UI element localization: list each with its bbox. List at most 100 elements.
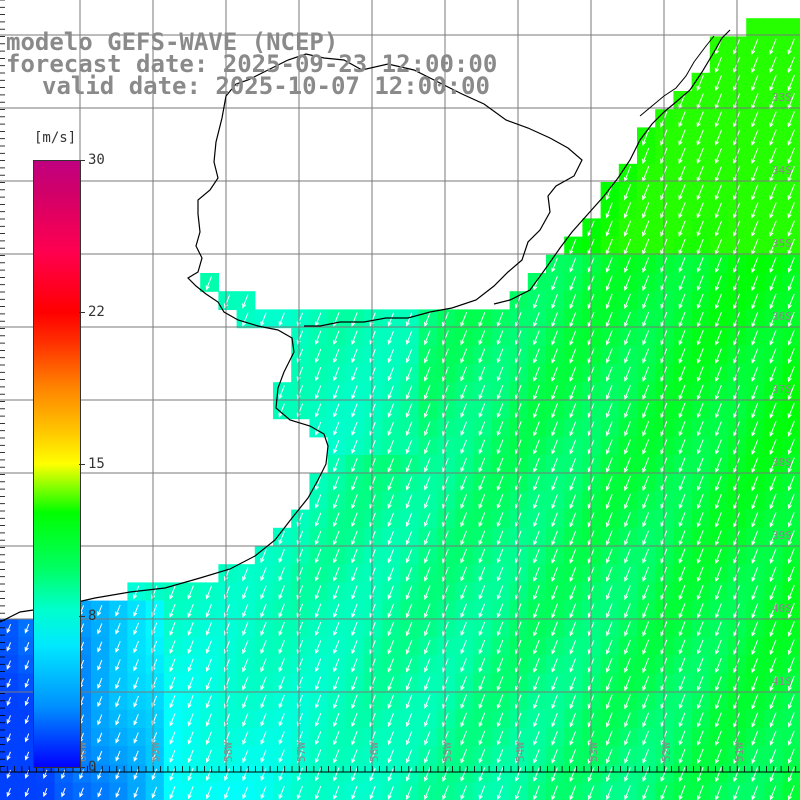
wind-vector-arrow <box>678 712 686 728</box>
wind-vector-arrow <box>460 730 467 746</box>
wind-vector-arrow <box>533 348 540 364</box>
wind-vector-arrow <box>642 621 650 637</box>
wind-vector-arrow <box>533 330 540 346</box>
wind-vector-arrow <box>569 548 577 564</box>
latitude-label: 39S <box>772 529 792 542</box>
wind-vector-arrow <box>405 639 413 655</box>
wind-vector-arrow <box>496 330 504 346</box>
wind-vector-arrow <box>678 220 686 237</box>
wind-speed-field <box>0 18 800 800</box>
wind-vector-arrow <box>278 549 285 564</box>
wind-vector-arrow <box>715 621 722 637</box>
wind-vector-arrow <box>678 439 686 455</box>
wind-vector-arrow <box>606 785 613 800</box>
wind-vector-arrow <box>115 787 121 798</box>
wind-vector-arrow <box>533 512 540 528</box>
wind-vector-arrow <box>405 439 413 455</box>
wind-vector-arrow <box>424 330 431 346</box>
longitude-label: 58W <box>222 742 235 762</box>
wind-vector-arrow <box>333 622 340 636</box>
wind-vector-arrow <box>642 147 650 164</box>
wind-vector-arrow <box>496 475 504 491</box>
wind-vector-arrow <box>624 657 631 673</box>
wind-vector-arrow <box>278 585 285 600</box>
wind-vector-arrow <box>205 713 212 727</box>
wind-vector-arrow <box>751 475 759 492</box>
wind-vector-arrow <box>424 530 431 546</box>
wind-vector-arrow <box>733 767 741 783</box>
wind-vector-arrow <box>696 658 704 673</box>
wind-vector-arrow <box>642 694 649 710</box>
wind-vector-arrow <box>205 603 212 618</box>
wind-vector-arrow <box>533 403 540 419</box>
wind-vector-arrow <box>478 512 486 528</box>
wind-vector-arrow <box>696 603 704 619</box>
wind-vector-arrow <box>751 585 759 601</box>
wind-vector-arrow <box>696 712 704 728</box>
wind-vector-arrow <box>478 494 486 510</box>
wind-vector-arrow <box>169 695 176 709</box>
wind-vector-arrow <box>787 257 795 273</box>
wind-vector-arrow <box>369 785 376 800</box>
wind-vector-arrow <box>769 220 777 237</box>
wind-vector-arrow <box>424 476 431 491</box>
wind-vector-arrow <box>115 623 121 635</box>
wind-vector-arrow <box>115 750 121 762</box>
lat-lon-grid: 60W 59W 58W 57W 56W 55W 54W 53W 52W 51W33S34S35S3… <box>0 0 800 772</box>
wind-vector-arrow <box>333 367 340 382</box>
wind-vector-arrow <box>787 676 795 692</box>
wind-vector-arrow <box>751 621 759 637</box>
wind-vector-arrow <box>423 403 431 419</box>
wind-vector-arrow <box>787 129 795 146</box>
wind-vector-arrow <box>333 530 340 546</box>
wind-vector-arrow <box>405 403 413 418</box>
wind-vector-arrow <box>715 457 722 473</box>
wind-vector-arrow <box>314 476 322 491</box>
wind-vector-arrow <box>314 330 322 345</box>
wind-vector-arrow <box>715 403 722 419</box>
wind-vector-arrow <box>43 788 48 798</box>
wind-vector-arrow <box>605 311 613 328</box>
wind-vector-arrow <box>787 348 795 364</box>
wind-vector-arrow <box>769 421 777 437</box>
wind-vector-arrow <box>769 548 777 564</box>
wind-vector-arrow <box>678 421 686 437</box>
wind-vector-arrow <box>551 603 559 619</box>
wind-vector-arrow <box>715 512 722 528</box>
wind-vector-arrow <box>133 732 139 744</box>
wind-vector-arrow <box>769 621 777 637</box>
wind-vector-arrow <box>351 676 358 691</box>
wind-vector-arrow <box>769 184 777 201</box>
wind-vector-arrow <box>351 585 358 600</box>
wind-vector-arrow <box>351 421 358 436</box>
wind-vector-arrow <box>460 385 467 400</box>
wind-vector-arrow <box>751 129 759 146</box>
wind-vector-arrow <box>278 531 285 545</box>
wind-vector-arrow <box>551 348 559 364</box>
wind-vector-arrow <box>387 476 395 491</box>
wind-vector-arrow <box>769 384 777 401</box>
wind-vector-arrow <box>605 694 613 710</box>
colorbar-tick-22: 22 <box>79 304 105 320</box>
wind-vector-arrow <box>24 715 30 725</box>
wind-vector-arrow <box>624 348 631 364</box>
wind-vector-arrow <box>569 658 577 673</box>
wind-vector-arrow <box>405 330 413 345</box>
wind-vector-arrow <box>387 639 395 655</box>
wind-vector-arrow <box>387 549 395 564</box>
wind-vector-arrow <box>769 730 777 746</box>
wind-vector-arrow <box>496 676 504 692</box>
wind-vector-arrow <box>642 749 649 764</box>
wind-vector-arrow <box>715 712 722 728</box>
wind-vector-arrow <box>333 567 340 582</box>
wind-vector-arrow <box>187 695 194 709</box>
wind-vector-arrow <box>424 312 431 327</box>
wind-vector-arrow <box>696 421 704 437</box>
wind-vector-arrow <box>314 421 322 436</box>
wind-vector-arrow <box>496 621 504 637</box>
wind-vector-arrow <box>115 641 121 653</box>
latitude-label: 35S <box>772 237 792 250</box>
wind-vector-arrow <box>296 749 303 764</box>
wind-vector-arrow <box>642 512 649 528</box>
wind-vector-arrow <box>751 421 759 437</box>
